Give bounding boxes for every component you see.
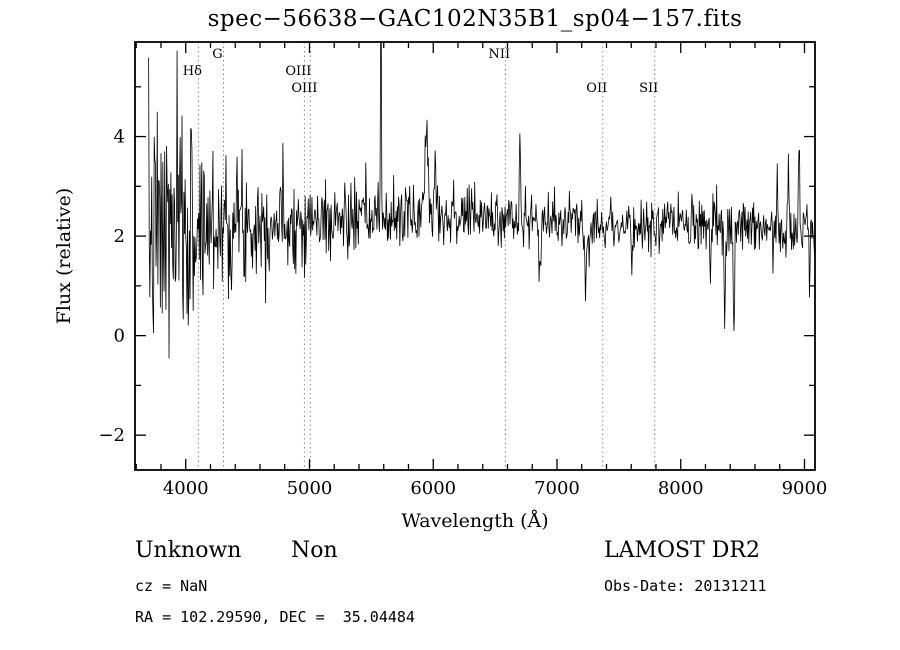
marker-label: G bbox=[212, 47, 222, 62]
marker-label: OII bbox=[586, 81, 607, 96]
x-tick-label: 7000 bbox=[534, 478, 580, 499]
x-tick-label: 5000 bbox=[287, 478, 333, 499]
x-tick-label: 4000 bbox=[163, 478, 209, 499]
spectrum-line bbox=[148, 42, 815, 359]
x-tick-label: 6000 bbox=[410, 478, 456, 499]
ra-dec: RA = 102.29590, DEC = 35.04484 bbox=[135, 608, 415, 626]
y-tick-label: 4 bbox=[114, 127, 125, 148]
plot-title: spec−56638−GAC102N35B1_sp04−157.fits bbox=[207, 6, 743, 32]
marker-label: OIII bbox=[285, 64, 311, 79]
axis-ticks bbox=[135, 42, 815, 470]
obs-date: Obs-Date: 20131211 bbox=[604, 577, 767, 595]
cz-value: cz = NaN bbox=[135, 577, 208, 595]
marker-label: OIII bbox=[291, 81, 317, 96]
y-tick-label: −2 bbox=[98, 425, 125, 446]
x-tick-label: 9000 bbox=[782, 478, 828, 499]
x-axis-label: Wavelength (Å) bbox=[401, 510, 548, 532]
marker-label: NII bbox=[489, 47, 511, 62]
y-tick-label: 0 bbox=[114, 326, 125, 347]
y-axis-label: Flux (relative) bbox=[53, 188, 75, 325]
marker-label: SII bbox=[639, 81, 658, 96]
subclass-label: Non bbox=[291, 538, 338, 563]
class-label: Unknown bbox=[135, 538, 242, 563]
spectral-marker-lines: Hδ G OIII OIII NII OII SII bbox=[183, 42, 658, 470]
x-tick-label: 8000 bbox=[658, 478, 704, 499]
y-tick-label: 2 bbox=[114, 226, 125, 247]
survey-label: LAMOST DR2 bbox=[604, 538, 760, 563]
plot-frame bbox=[134, 41, 816, 471]
marker-label: Hδ bbox=[183, 64, 202, 79]
